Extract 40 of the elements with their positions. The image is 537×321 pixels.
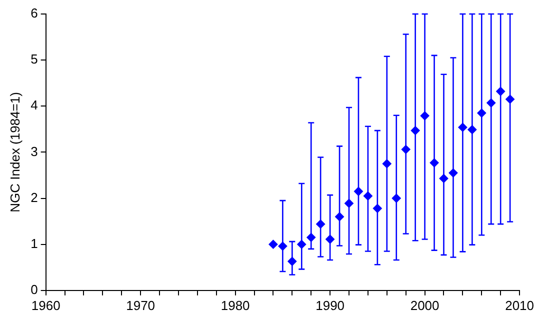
point (297, 240, 306, 249)
y-axis-title: NGC Index (1984=1) (7, 92, 22, 212)
y-tick-label: 0 (30, 282, 38, 297)
point (486, 98, 496, 108)
point (344, 198, 354, 208)
point (439, 174, 448, 183)
point (268, 240, 278, 249)
y-tick-label: 1 (30, 236, 38, 251)
x-tick-label: 1970 (126, 298, 156, 313)
point (392, 194, 401, 203)
y-tick-label: 5 (30, 52, 38, 67)
point (363, 191, 372, 200)
x-tick-label: 2010 (505, 298, 534, 313)
y-tick-label: 2 (30, 190, 38, 205)
point (430, 158, 439, 168)
point (316, 220, 326, 229)
point (458, 122, 468, 132)
y-tick-label: 6 (30, 6, 38, 21)
point (448, 168, 458, 178)
x-tick-label: 1960 (31, 298, 60, 313)
y-tick-label: 3 (30, 144, 38, 159)
y-tick-label: 4 (30, 98, 38, 113)
point (278, 242, 288, 251)
x-tick-label: 2000 (410, 298, 440, 313)
point (401, 144, 410, 154)
point (372, 204, 382, 213)
point (468, 125, 477, 134)
point (382, 159, 392, 168)
point (477, 108, 486, 118)
point (326, 234, 335, 244)
point (496, 86, 506, 96)
x-tick-label: 1980 (220, 298, 250, 313)
point (354, 186, 363, 196)
point (506, 94, 515, 104)
point (288, 256, 297, 266)
point (410, 126, 420, 136)
point (306, 232, 316, 242)
point (420, 111, 430, 120)
x-tick-label: 1990 (316, 298, 345, 313)
point (335, 212, 344, 222)
